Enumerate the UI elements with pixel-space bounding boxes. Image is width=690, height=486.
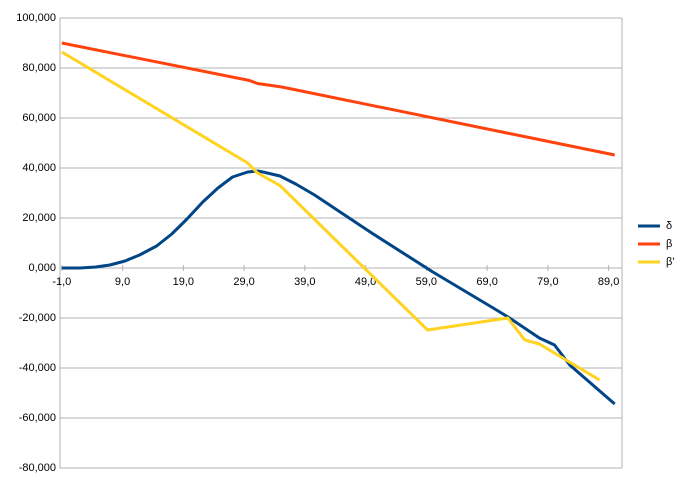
series-line	[61, 169, 616, 406]
y-tick-label: -60,000	[19, 412, 56, 424]
x-tick-label: 59,0	[416, 276, 437, 288]
y-tick-label: -20,000	[19, 312, 56, 324]
x-tick-label: 39,0	[294, 276, 315, 288]
y-tick-label: 0,000	[28, 262, 56, 274]
y-tick-label: 40,000	[22, 162, 56, 174]
x-tick-label: 29,0	[233, 276, 254, 288]
y-tick-label: 20,000	[22, 212, 56, 224]
x-tick-label: 49,0	[355, 276, 376, 288]
y-tick-label: 60,000	[22, 112, 56, 124]
legend-label: δ	[666, 220, 672, 232]
y-tick-label: -80,000	[19, 462, 56, 474]
x-tick-label: 79,0	[537, 276, 558, 288]
y-tick-label: 80,000	[22, 62, 56, 74]
x-tick-label: 89,0	[598, 276, 619, 288]
series-line	[61, 41, 616, 157]
legend-label: β'	[666, 256, 674, 268]
x-tick-label: 9,0	[115, 276, 130, 288]
legend-label: β	[666, 238, 672, 250]
x-tick-label: 69,0	[476, 276, 497, 288]
y-tick-label: 100,000	[16, 12, 56, 24]
x-tick-label: -1,0	[52, 276, 71, 288]
x-tick-label: 19,0	[173, 276, 194, 288]
series-line	[61, 50, 601, 382]
y-tick-label: -40,000	[19, 362, 56, 374]
